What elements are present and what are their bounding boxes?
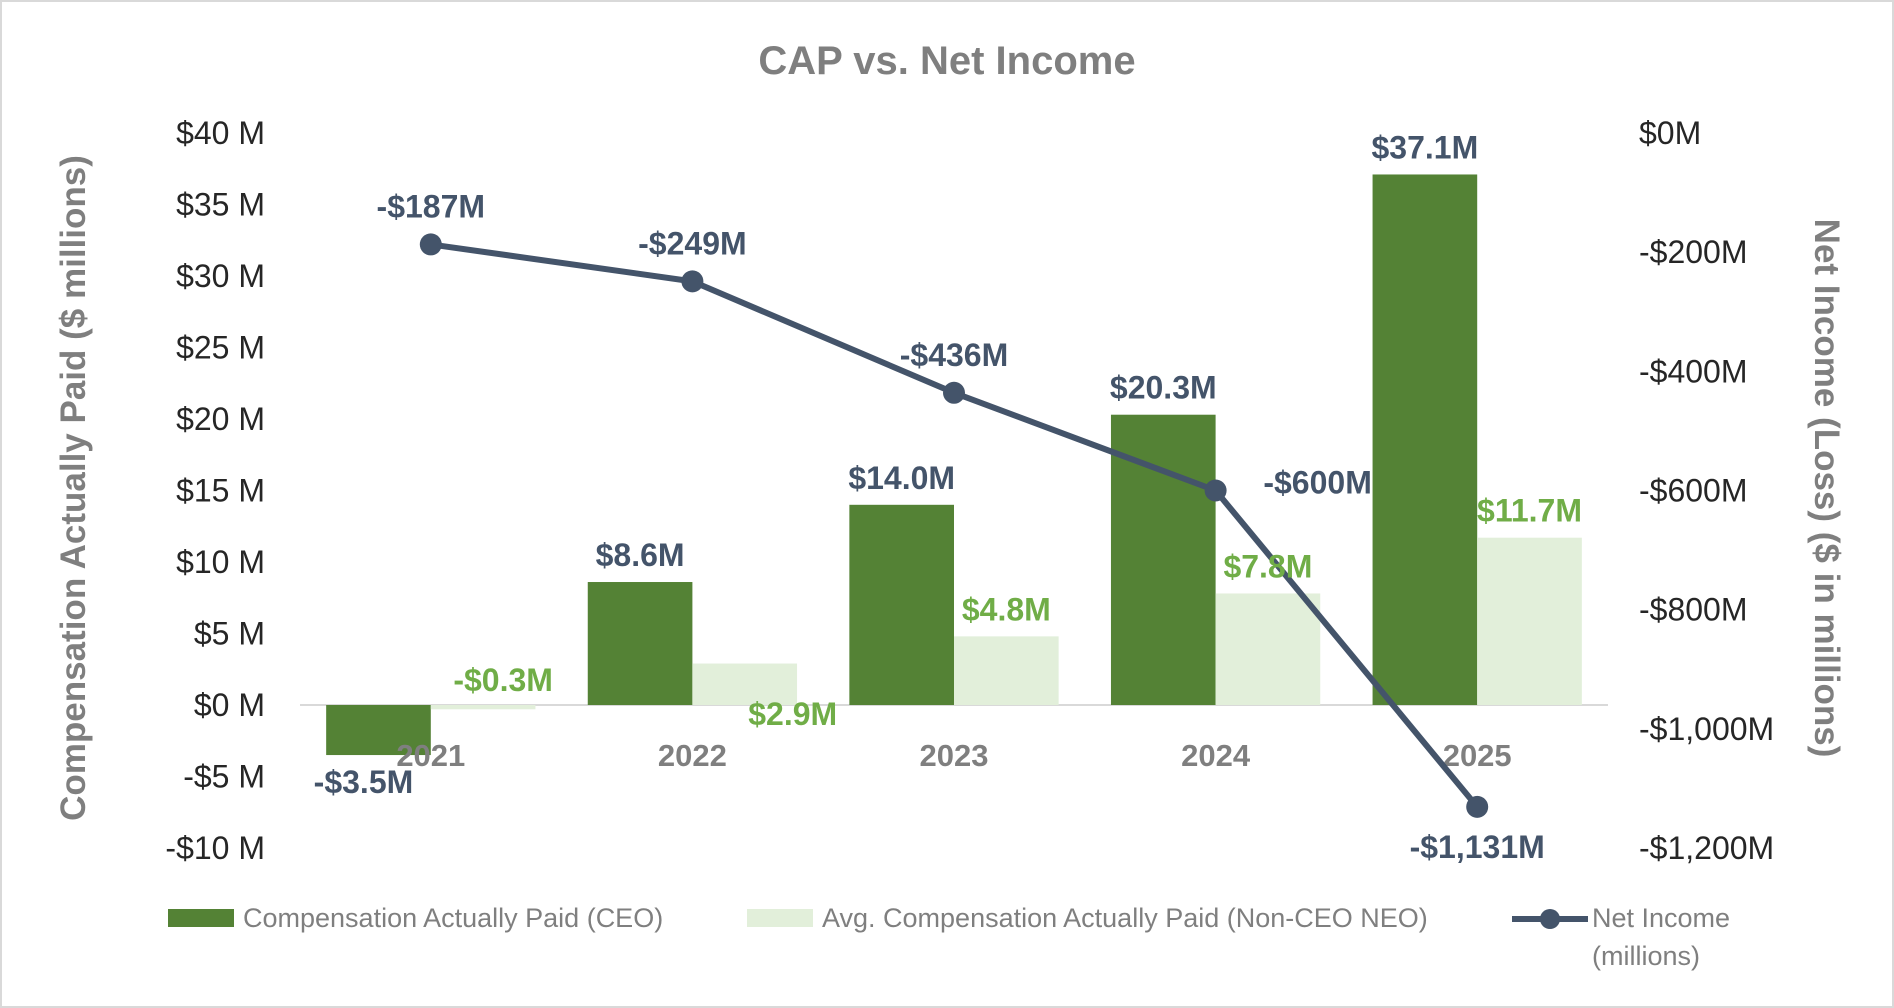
- net-income-point: [1204, 479, 1227, 502]
- y2-tick-label: -$200M: [1639, 234, 1748, 270]
- x-tick-label: 2025: [1443, 738, 1512, 773]
- y-tick-label: $15 M: [176, 473, 265, 509]
- bar-ceo: [326, 705, 431, 756]
- y2-tick-label: -$800M: [1639, 592, 1748, 628]
- y2-tick-label: -$1,200M: [1639, 830, 1774, 866]
- y2-tick-label: -$600M: [1639, 473, 1748, 509]
- legend-label-neo: Avg. Compensation Actually Paid (Non-CEO…: [822, 903, 1428, 933]
- net-income-point: [1466, 795, 1489, 818]
- bar-data-label-neo: -$0.3M: [453, 662, 553, 698]
- net-income-point: [681, 270, 704, 293]
- bar-neo: [954, 636, 1059, 705]
- bar-data-label-ceo: $37.1M: [1372, 129, 1479, 165]
- bar-data-label-ceo: $8.6M: [596, 537, 685, 573]
- bar-series: [326, 174, 1582, 756]
- net-income-data-label: -$187M: [377, 188, 486, 224]
- y-tick-label: $0 M: [194, 687, 265, 723]
- bar-neo: [692, 663, 798, 705]
- x-tick-label: 2021: [396, 738, 465, 773]
- bar-data-label-neo: $4.8M: [962, 591, 1051, 627]
- x-tick-label: 2024: [1181, 738, 1251, 773]
- legend-swatch-neo: [747, 909, 813, 927]
- bar-data-labels: -$3.5M $8.6M $14.0M $20.3M $37.1M -$0.3M $2.9M…: [314, 129, 1582, 800]
- y-axis-label: Compensation Actually Paid ($ millions): [54, 155, 93, 821]
- bar-neo: [1477, 537, 1582, 705]
- legend-label-net-income: Net Income: [1592, 903, 1730, 933]
- x-tick-label: 2023: [920, 738, 989, 773]
- legend: Compensation Actually Paid (CEO) Avg. Co…: [168, 903, 1730, 971]
- y-tick-label: $40 M: [176, 115, 265, 151]
- legend-swatch-ceo: [168, 909, 234, 927]
- y2-axis-label: Net Income (Loss) ($ in millions): [1807, 219, 1846, 758]
- y-tick-label: $10 M: [176, 544, 265, 580]
- y-tick-label: $30 M: [176, 258, 265, 294]
- y-tick-label: -$5 M: [183, 759, 265, 795]
- bar-data-label-ceo: $20.3M: [1110, 370, 1217, 406]
- legend-marker-net-income: [1540, 909, 1560, 929]
- net-income-data-label: -$436M: [900, 337, 1009, 373]
- y2-axis-ticks: $0M -$200M -$400M -$600M -$800M -$1,000M -$1,2…: [1639, 115, 1774, 866]
- y-tick-label: $25 M: [176, 330, 265, 366]
- y-axis-ticks: $40 M $35 M $30 M $25 M $20 M $15 M $10 M $5 M $…: [165, 115, 265, 866]
- bar-data-label-neo: $7.8M: [1223, 548, 1312, 584]
- legend-label-net-income-unit: (millions): [1592, 941, 1700, 971]
- bar-data-label-neo: $2.9M: [748, 696, 837, 732]
- net-income-point: [419, 233, 442, 256]
- y-tick-label: $20 M: [176, 401, 265, 437]
- line-data-labels: -$187M -$249M -$436M -$600M -$1,131M: [377, 188, 1545, 864]
- x-axis-ticks: 2021 2022 2023 2024 2025: [396, 738, 1511, 773]
- y2-tick-label: -$400M: [1639, 353, 1748, 389]
- net-income-data-label: -$249M: [638, 225, 747, 261]
- net-income-point: [943, 381, 965, 404]
- bar-ceo: [1110, 414, 1216, 705]
- bar-data-label-ceo: -$3.5M: [314, 764, 414, 800]
- y-tick-label: $35 M: [176, 187, 265, 223]
- bar-data-label-neo: $11.7M: [1477, 493, 1582, 529]
- bar-ceo: [849, 504, 954, 705]
- chart-title: CAP vs. Net Income: [758, 39, 1135, 83]
- net-income-data-label: -$1,131M: [1410, 829, 1545, 865]
- bar-ceo: [1372, 174, 1478, 706]
- net-income-line-series: [419, 233, 1489, 818]
- y-tick-label: -$10 M: [165, 830, 265, 866]
- bar-neo: [430, 705, 536, 710]
- net-income-data-label: -$600M: [1263, 465, 1372, 501]
- y2-tick-label: $0M: [1639, 115, 1701, 151]
- x-tick-label: 2022: [658, 738, 727, 773]
- y-tick-label: $5 M: [194, 616, 265, 652]
- legend-label-ceo: Compensation Actually Paid (CEO): [243, 903, 663, 933]
- bar-neo: [1215, 593, 1321, 705]
- bar-data-label-ceo: $14.0M: [848, 460, 955, 496]
- y2-tick-label: -$1,000M: [1639, 711, 1774, 747]
- bar-ceo: [587, 582, 693, 705]
